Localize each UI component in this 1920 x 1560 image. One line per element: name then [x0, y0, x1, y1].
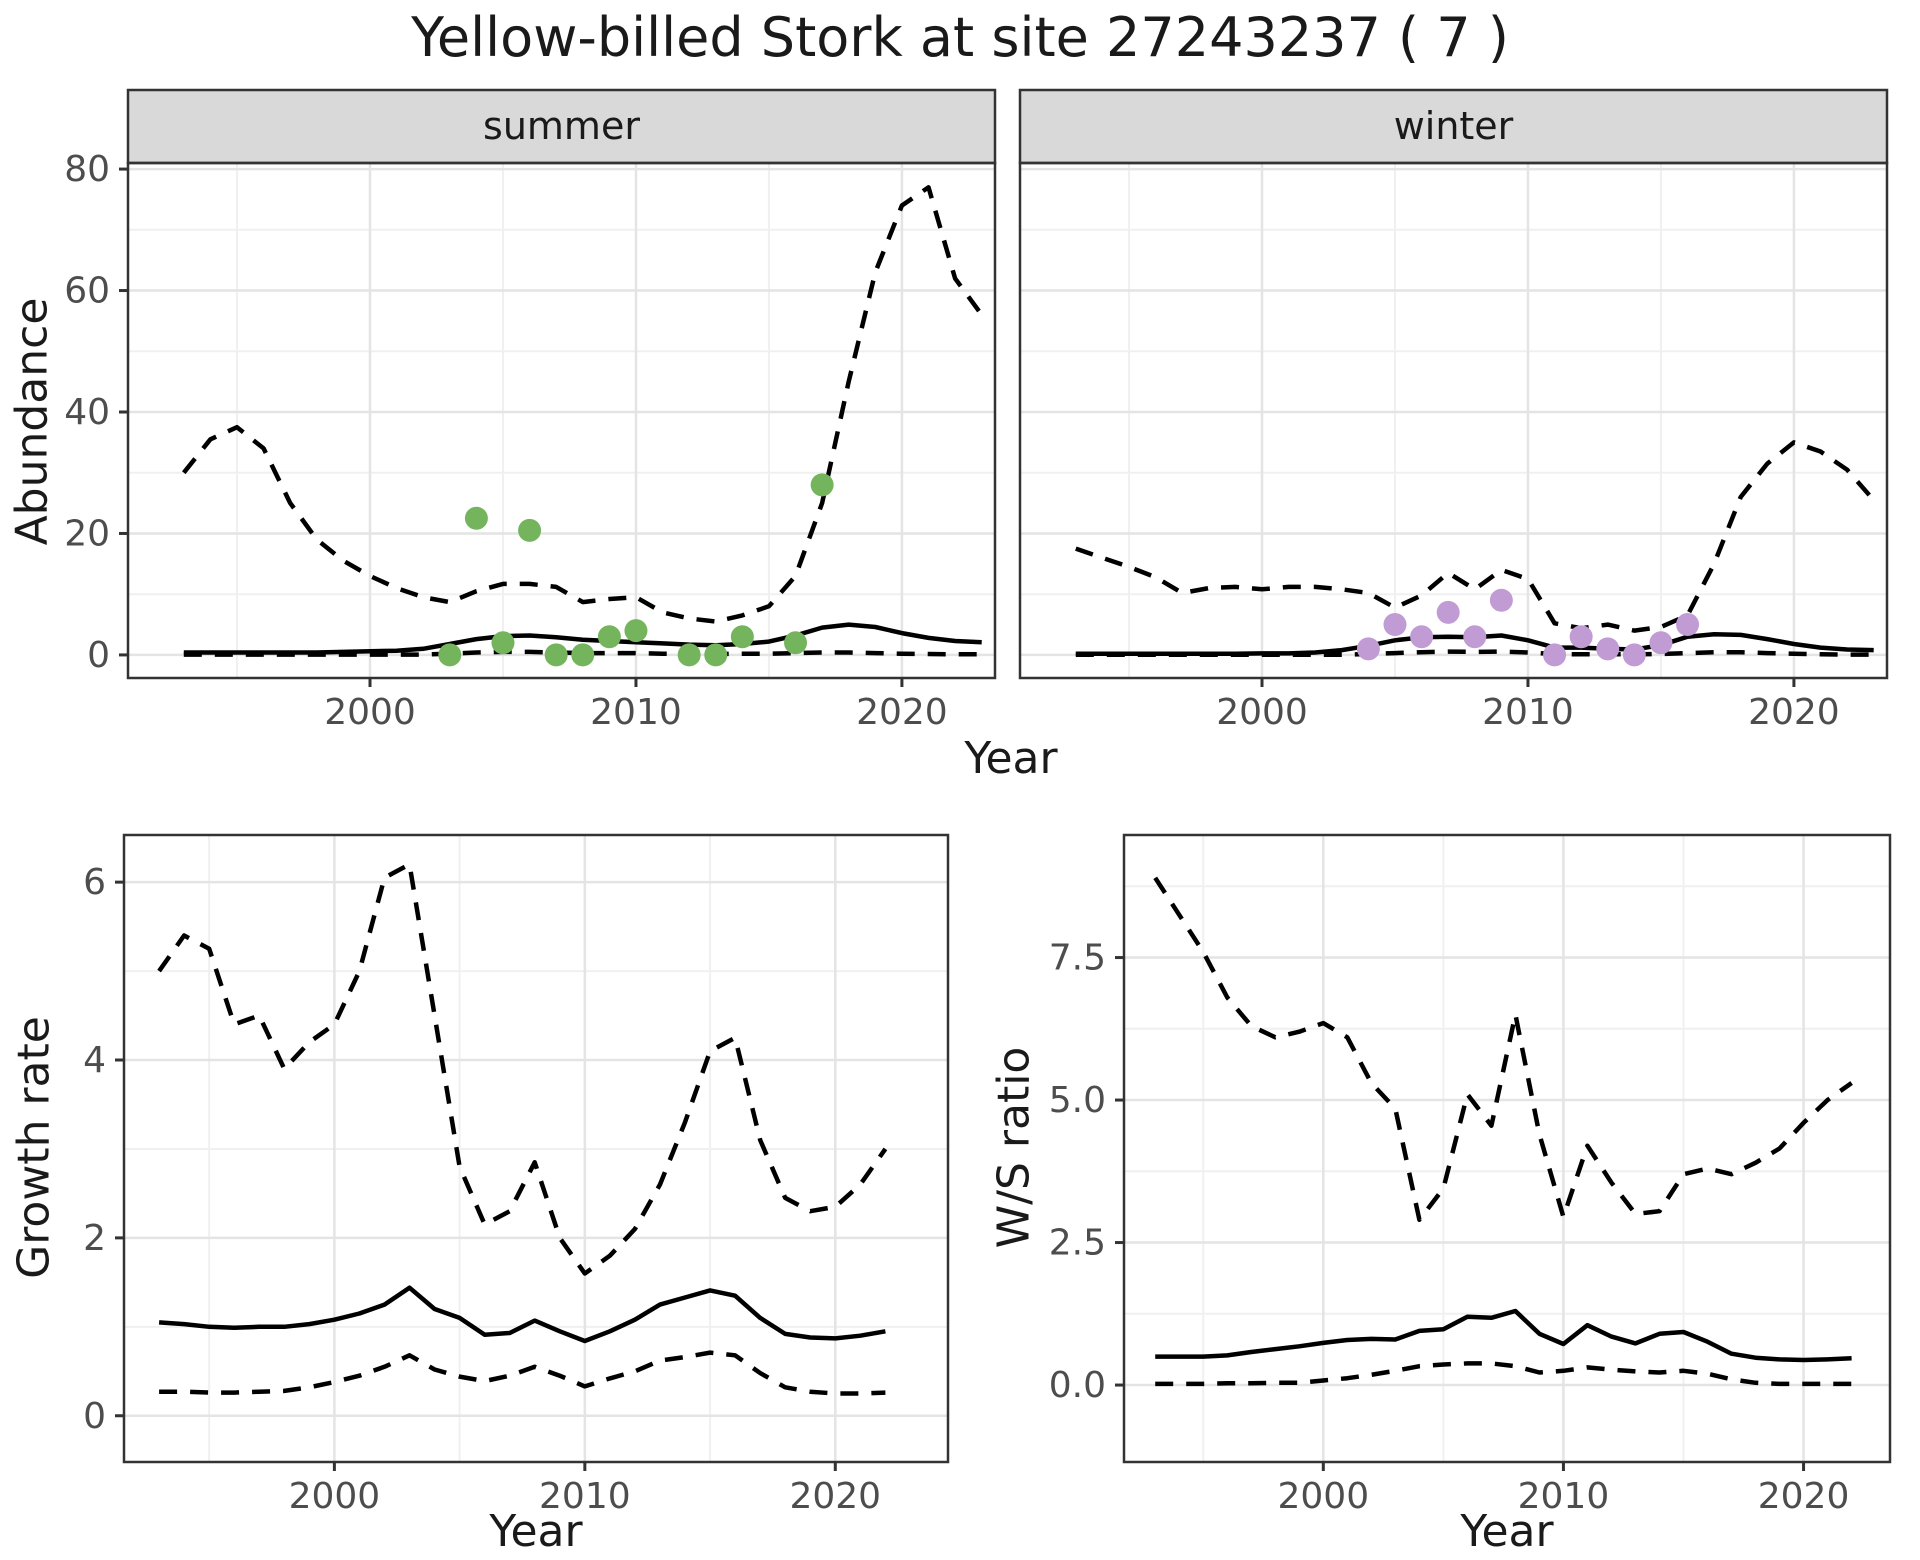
data-point [1569, 625, 1593, 649]
x-tick-label: 2000 [324, 692, 416, 733]
panel-border [122, 833, 950, 1464]
x-axis-title-year-top: Year [964, 733, 1058, 784]
y-tick-label: 40 [64, 392, 110, 433]
data-point [704, 643, 728, 667]
upper-ci-line [182, 185, 984, 624]
y-tick-label: 7.5 [1049, 938, 1106, 979]
y-tick-label: 0.0 [1049, 1365, 1106, 1406]
facet-strip [126, 88, 997, 165]
facet-label-winter: winter [1393, 104, 1514, 148]
median-line [158, 1285, 886, 1344]
panel-abundance-summer: 2000 2010 2020 0 20 40 60 80 [64, 88, 997, 733]
data-point [1676, 613, 1700, 637]
data-point [784, 631, 808, 655]
data-point [1622, 643, 1646, 667]
x-tick-label: 2020 [789, 1476, 881, 1517]
x-tick-label: 2010 [539, 1476, 631, 1517]
upper-ci-line [1153, 876, 1853, 1223]
data-point [1489, 588, 1513, 612]
panel-ws-ratio: 2000 2010 2020 0.0 2.5 5.0 7.5 [1049, 833, 1892, 1517]
data-point [597, 625, 621, 649]
x-tick-label: 2000 [1216, 692, 1308, 733]
panel-growth-rate: 2000 2010 2020 0 2 4 6 [83, 833, 950, 1517]
y-tick-label: 5.0 [1049, 1080, 1106, 1121]
lower-ci-line [183, 649, 982, 657]
data-point [810, 473, 834, 497]
x-axis-title-year-bottom-left: Year [489, 1506, 583, 1557]
x-tick-label: 2010 [590, 692, 682, 733]
x-tick-label: 2000 [1277, 1476, 1369, 1517]
data-point [1463, 625, 1487, 649]
y-axis-title-abundance: Abundance [6, 297, 58, 546]
data-point [544, 643, 568, 667]
data-layer [182, 185, 984, 667]
x-tick-label: 2020 [1748, 692, 1840, 733]
panel-background [1124, 835, 1890, 1462]
y-tick-label: 4 [83, 1040, 106, 1081]
data-point [1356, 637, 1380, 661]
y-tick-label: 20 [64, 513, 110, 554]
data-point [677, 643, 701, 667]
panel-background [128, 163, 995, 678]
upper-ci-line [1075, 440, 1876, 633]
panel-abundance-winter: 2000 2010 2020 [1018, 88, 1889, 733]
panel-border [1122, 833, 1892, 1464]
panel-border [126, 161, 997, 680]
y-axis-title-ws-ratio: W/S ratio [988, 1046, 1040, 1249]
x-tick-label: 2020 [1758, 1476, 1850, 1517]
median-line [1155, 1308, 1852, 1363]
y-tick-label: 2.5 [1049, 1223, 1106, 1264]
y-tick-label: 0 [87, 635, 110, 676]
data-point [518, 518, 542, 542]
x-axis-title-year-bottom-right: Year [1460, 1506, 1554, 1557]
panel-background [1020, 163, 1887, 678]
data-point [624, 619, 648, 643]
lower-ci-line [1155, 1361, 1852, 1387]
x-tick-label: 2010 [1518, 1476, 1610, 1517]
x-tick-label: 2020 [856, 692, 948, 733]
data-layer [1153, 876, 1853, 1387]
facet-label-summer: summer [483, 104, 640, 148]
data-point [438, 643, 462, 667]
y-tick-label: 2 [83, 1218, 106, 1259]
lower-ci-line [1075, 649, 1874, 657]
x-tick-label: 2000 [289, 1476, 381, 1517]
upper-ci-line [157, 862, 888, 1276]
x-tick-label: 2010 [1482, 692, 1574, 733]
data-point [1649, 631, 1673, 655]
figure-title: Yellow-billed Stork at site 27243237 ( 7… [411, 6, 1509, 69]
data-point [1436, 600, 1460, 624]
data-point [1383, 613, 1407, 637]
data-point [1596, 637, 1620, 661]
data-point [730, 625, 754, 649]
data-point [1543, 643, 1567, 667]
y-tick-label: 80 [64, 149, 110, 190]
y-tick-label: 60 [64, 271, 110, 312]
panel-border [1018, 161, 1889, 680]
data-point [571, 643, 595, 667]
lower-ci-line [159, 1350, 886, 1396]
y-axis-title-growth-rate: Growth rate [8, 1016, 60, 1279]
data-point [464, 506, 488, 530]
data-point [1410, 625, 1434, 649]
y-tick-label: 0 [83, 1396, 106, 1437]
data-layer [157, 862, 888, 1396]
data-point [491, 631, 515, 655]
data-layer [1075, 440, 1876, 667]
y-tick-label: 6 [83, 862, 106, 903]
